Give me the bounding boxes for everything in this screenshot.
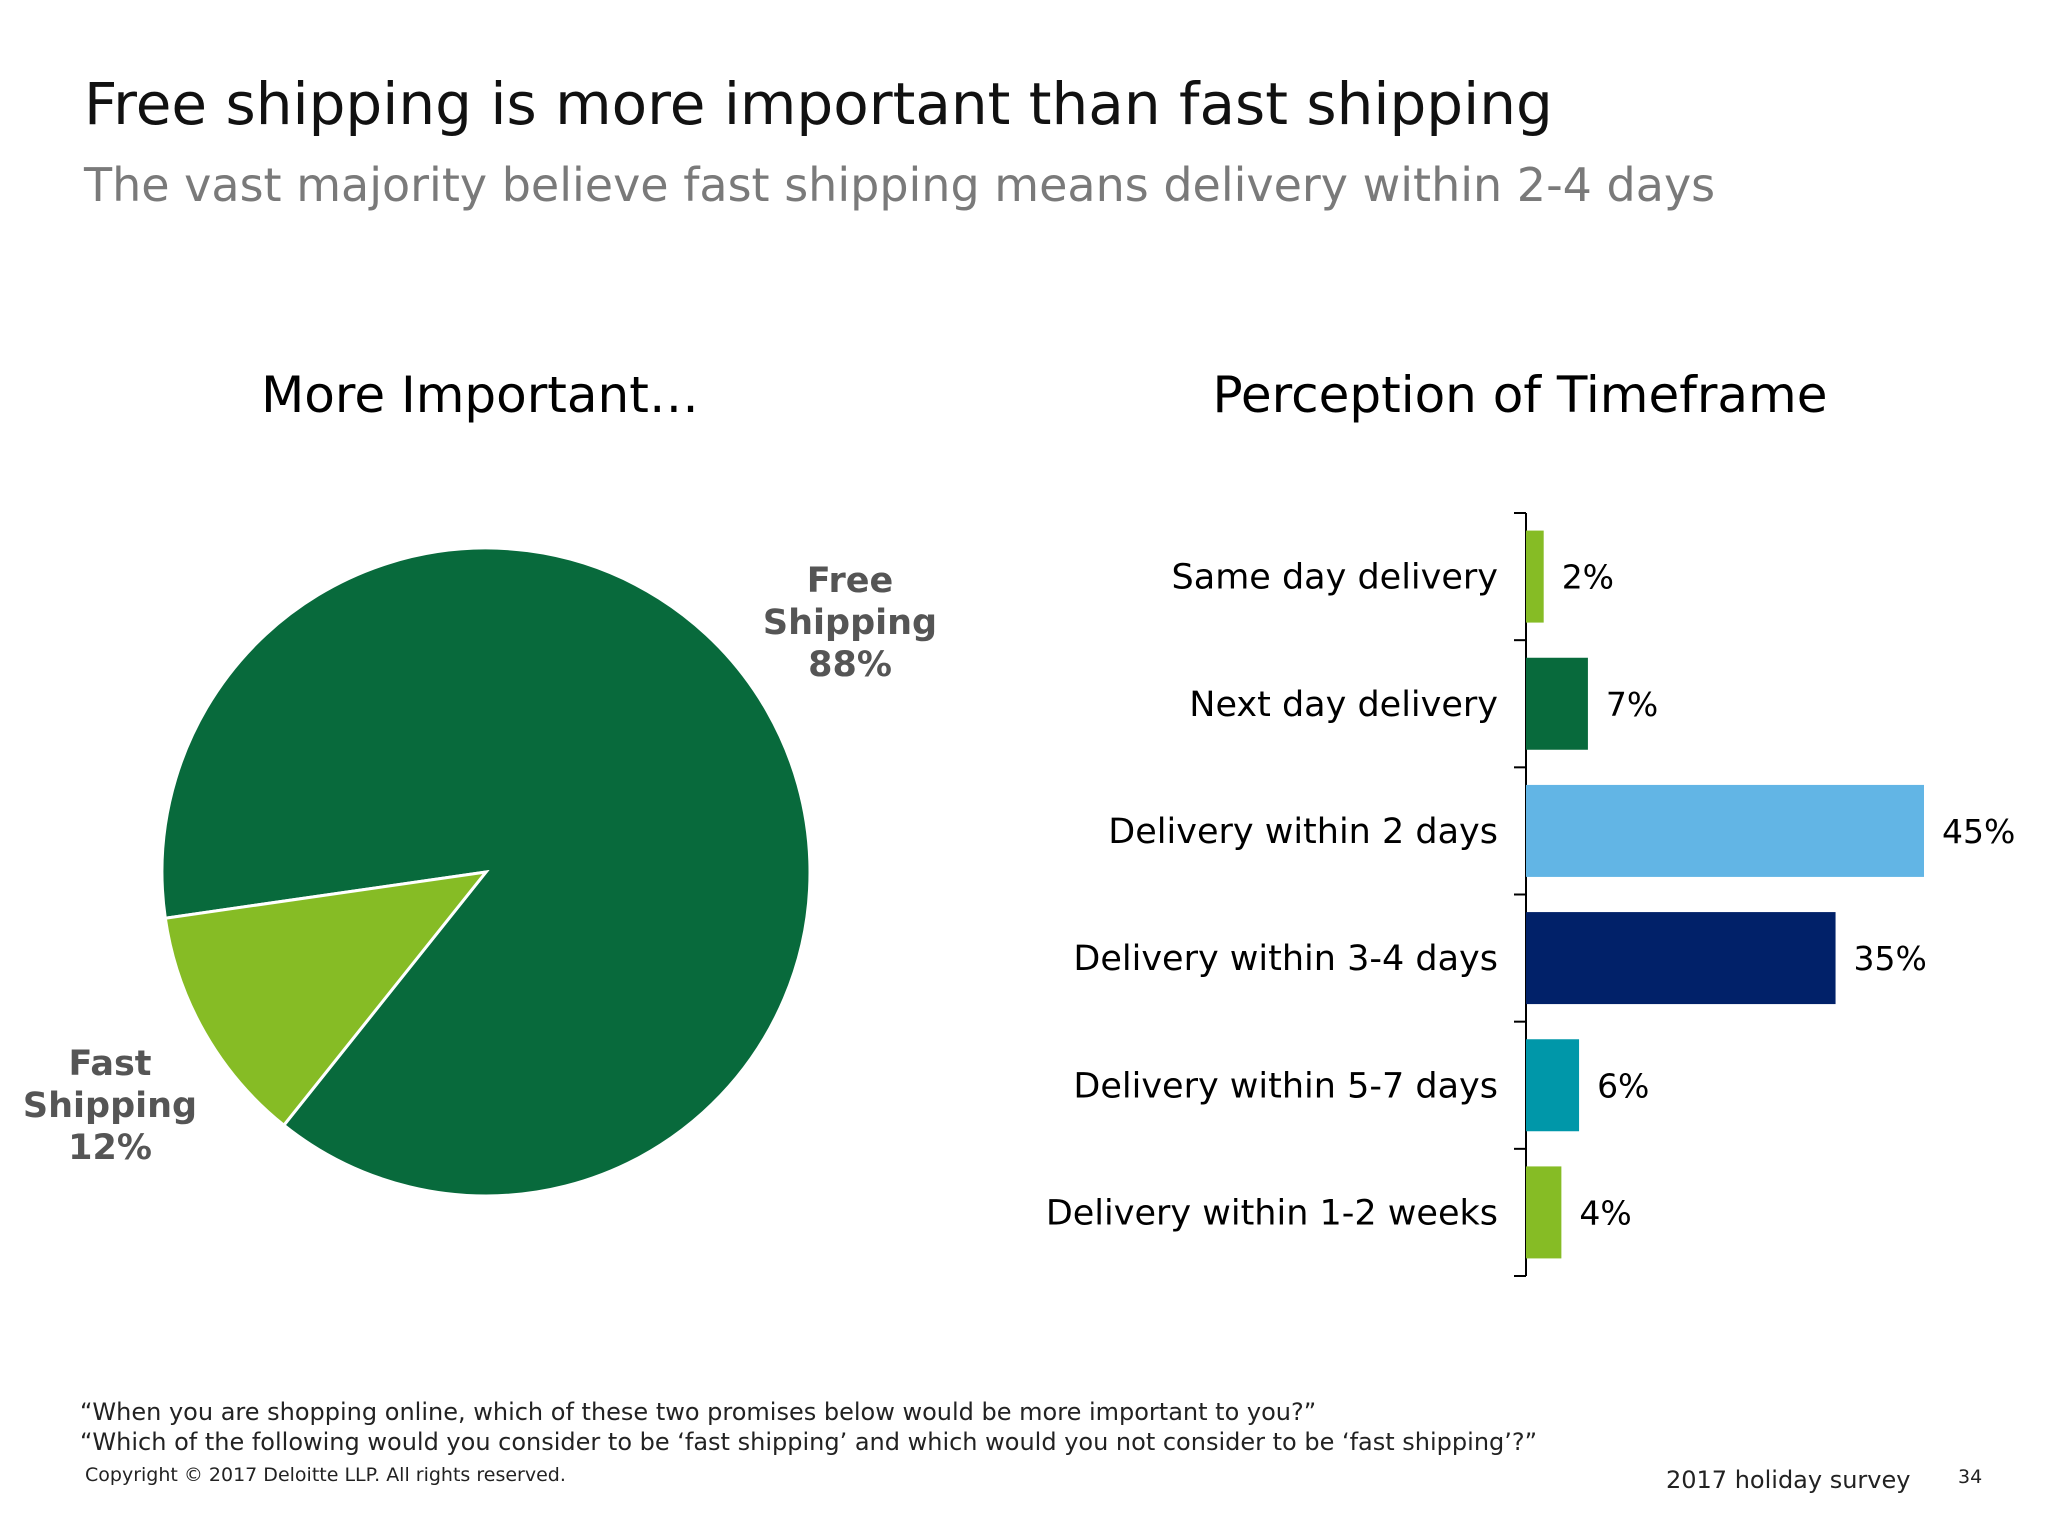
pie-label-free-line1: Free	[806, 561, 894, 601]
bar-6	[1526, 1166, 1562, 1259]
bar-3	[1526, 784, 1924, 877]
bar-category-label: Same day delivery	[1172, 558, 1498, 598]
bar-value-label: 6%	[1597, 1066, 1649, 1105]
bar-value-label: 35%	[1854, 939, 1927, 978]
page-number: 34	[1958, 1466, 1983, 1488]
bar-value-label: 4%	[1579, 1193, 1631, 1232]
footnote-question-2: “Which of the following would you consid…	[80, 1428, 1538, 1456]
pie-label-fast-value: 12%	[68, 1128, 152, 1168]
page-subtitle: The vast majority believe fast shipping …	[84, 158, 1716, 212]
pie-chart	[160, 546, 812, 1198]
bar-2	[1526, 657, 1588, 750]
survey-label: 2017 holiday survey	[1666, 1466, 1911, 1494]
pie-label-free-shipping: Free Shipping 88%	[740, 560, 960, 686]
pie-label-fast-line1: Fast	[68, 1044, 152, 1084]
pie-chart-title: More Important…	[261, 366, 699, 424]
page-title: Free shipping is more important than fas…	[84, 70, 1553, 138]
bar-value-label: 45%	[1942, 812, 2015, 851]
bar-5	[1526, 1039, 1580, 1132]
bar-category-label: Delivery within 1-2 weeks	[1046, 1193, 1498, 1233]
bar-4	[1526, 912, 1836, 1005]
bar-chart: Same day delivery 2% Next day delivery 7% De…	[1046, 512, 2015, 1277]
bar-category-label: Next day delivery	[1189, 685, 1498, 725]
pie-label-fast-line2: Shipping	[22, 1086, 198, 1126]
pie-slice-fast-shipping	[163, 869, 490, 1128]
bar-category-label: Delivery within 3-4 days	[1073, 939, 1498, 979]
bar-category-label: Delivery within 5-7 days	[1073, 1066, 1498, 1106]
bar-chart-title: Perception of Timeframe	[1212, 366, 1828, 424]
footnote-question-1: “When you are shopping online, which of …	[80, 1398, 1317, 1426]
bar-value-label: 2%	[1562, 558, 1614, 597]
bar-category-label: Delivery within 2 days	[1108, 812, 1498, 852]
pie-label-free-value: 88%	[808, 645, 892, 685]
copyright-text: Copyright © 2017 Deloitte LLP. All right…	[85, 1464, 566, 1486]
pie-label-free-line2: Shipping	[762, 603, 938, 643]
pie-label-fast-shipping: Fast Shipping 12%	[10, 1043, 210, 1169]
bar-1	[1526, 530, 1544, 623]
bar-value-label: 7%	[1606, 685, 1658, 724]
